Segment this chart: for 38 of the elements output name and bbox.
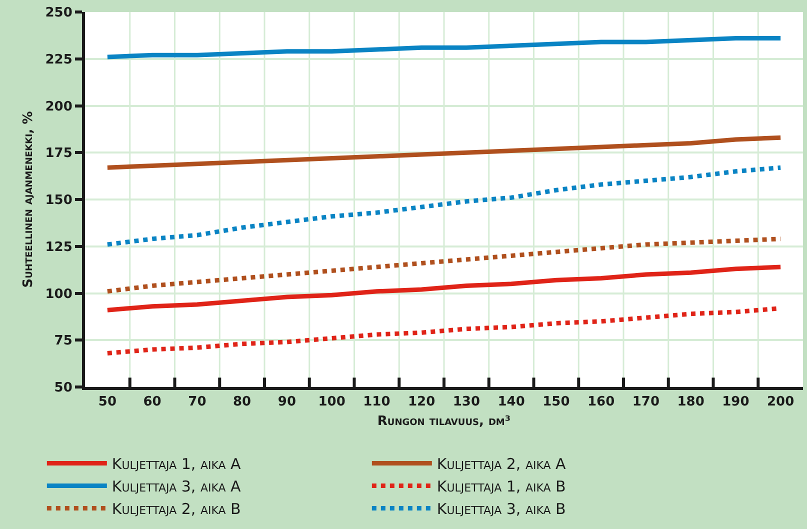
y-tick-label: 125 — [45, 240, 72, 255]
x-tick-label: 150 — [542, 394, 570, 410]
y-tick-label: 100 — [45, 286, 72, 302]
x-tick-label: 100 — [318, 394, 346, 410]
legend-label: Kuljettaja 3, aika B — [436, 500, 566, 518]
x-tick-label: 50 — [98, 394, 116, 410]
x-tick-label: 90 — [278, 394, 296, 410]
y-tick-label: 175 — [45, 146, 72, 162]
y-axis-title: Suhteellinen ajanmenekki, % — [21, 111, 36, 288]
x-tick-label: 180 — [677, 394, 704, 410]
x-tick-label: 110 — [363, 394, 390, 410]
y-tick-label: 150 — [45, 193, 72, 208]
y-tick-label: 250 — [45, 6, 72, 21]
legend-label: Kuljettaja 1, aika B — [436, 478, 566, 496]
x-tick-label: 200 — [766, 394, 794, 410]
y-tick-label: 50 — [54, 380, 72, 396]
x-tick-label: 140 — [498, 394, 525, 410]
line-series — [105, 135, 783, 170]
x-tick-label: 190 — [722, 394, 750, 410]
legend-label: Kuljettaja 1, aika A — [112, 455, 242, 474]
x-tick-label: 130 — [452, 394, 480, 410]
y-tick-label: 225 — [45, 52, 72, 68]
x-tick-label: 120 — [408, 394, 436, 410]
x-tick-label: 60 — [143, 394, 162, 410]
legend-label: Kuljettaja 2, aika B — [112, 500, 241, 518]
x-tick-label: 70 — [188, 394, 206, 410]
line-series — [105, 36, 783, 60]
line-series — [105, 236, 783, 294]
legend-label: Kuljettaja 3, aika A — [112, 478, 242, 496]
y-tick-label: 200 — [45, 99, 72, 114]
x-tick-label: 170 — [632, 394, 660, 410]
legend-label: Kuljettaja 2, aika A — [436, 455, 567, 474]
x-axis-title: Rungon tilavuus, dm³ — [377, 414, 511, 430]
y-tick-label: 75 — [54, 334, 72, 349]
x-tick-label: 160 — [587, 394, 615, 410]
line-series — [105, 165, 783, 247]
line-series — [105, 264, 783, 312]
x-tick-label: 80 — [233, 394, 252, 410]
